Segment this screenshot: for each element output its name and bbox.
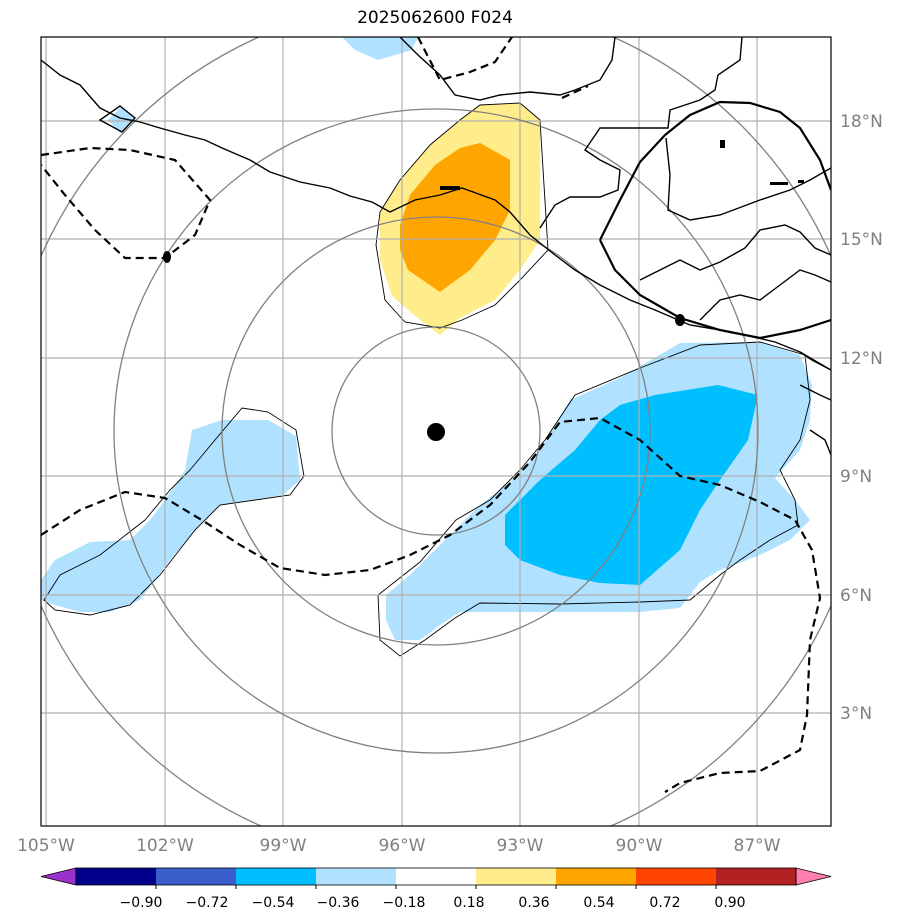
lon-tick-label: 105°W — [17, 836, 75, 856]
islands — [163, 140, 804, 326]
anomaly-field-light-blue-southwest — [41, 420, 300, 612]
lat-tick-label: 12°N — [840, 349, 883, 369]
colorbar-labels: −0.90 −0.72 −0.54 −0.36 −0.18 0.18 0.36 … — [120, 895, 746, 911]
lon-tick-label: 102°W — [136, 836, 194, 856]
country-boundary-thick — [599, 100, 831, 340]
colorbar-label: 0.18 — [453, 895, 484, 911]
colorbar-label: 0.54 — [583, 895, 614, 911]
colorbar-swatch — [556, 868, 637, 885]
longitude-tick-labels: 105°W 102°W 99°W 96°W 93°W 90°W 87°W — [17, 836, 781, 856]
colorbar-extend-low — [40, 867, 77, 886]
lat-tick-label: 18°N — [840, 112, 883, 132]
lat-tick-label: 15°N — [840, 230, 883, 250]
colorbar-label: −0.36 — [317, 895, 360, 911]
colorbar-label: −0.18 — [383, 895, 426, 911]
coastlines — [41, 37, 831, 456]
dashed-contours — [41, 37, 822, 793]
colorbar — [40, 867, 832, 889]
colorbar-label: −0.90 — [120, 895, 163, 911]
lon-tick-label: 99°W — [260, 836, 307, 856]
latitude-tick-labels: 3°N 6°N 9°N 12°N 15°N 18°N — [840, 112, 883, 724]
lat-tick-label: 9°N — [840, 467, 872, 487]
lon-tick-label: 93°W — [497, 836, 544, 856]
colorbar-swatch — [636, 868, 717, 885]
map-frame — [40, 36, 832, 827]
lon-tick-label: 90°W — [616, 836, 663, 856]
colorbar-extend-high — [795, 867, 832, 886]
anomaly-field-light-blue-northwest — [108, 37, 418, 133]
colorbar-swatch — [476, 868, 557, 885]
colorbar-swatch — [316, 868, 397, 885]
lon-tick-label: 87°W — [734, 836, 781, 856]
colorbar-label: 0.36 — [518, 895, 549, 911]
map-gridlines — [41, 37, 831, 826]
range-rings — [41, 37, 831, 826]
colorbar-swatch — [76, 868, 157, 885]
lon-tick-label: 96°W — [379, 836, 426, 856]
colorbar-label: 0.90 — [714, 895, 745, 911]
colorbar-swatch — [236, 868, 317, 885]
colorbar-label: 0.72 — [649, 895, 680, 911]
colorbar-label: −0.72 — [186, 895, 229, 911]
colorbar-swatch — [156, 868, 237, 885]
map-title: 2025062600 F024 — [357, 8, 513, 28]
colorbar-frame — [75, 867, 797, 886]
lat-tick-label: 6°N — [840, 586, 872, 606]
anomaly-field-deep-blue — [505, 385, 758, 585]
colorbar-swatch — [716, 868, 797, 885]
colorbar-swatch — [396, 868, 477, 885]
storm-center-marker — [427, 423, 445, 441]
lat-tick-label: 3°N — [840, 704, 872, 724]
colorbar-label: −0.54 — [252, 895, 295, 911]
